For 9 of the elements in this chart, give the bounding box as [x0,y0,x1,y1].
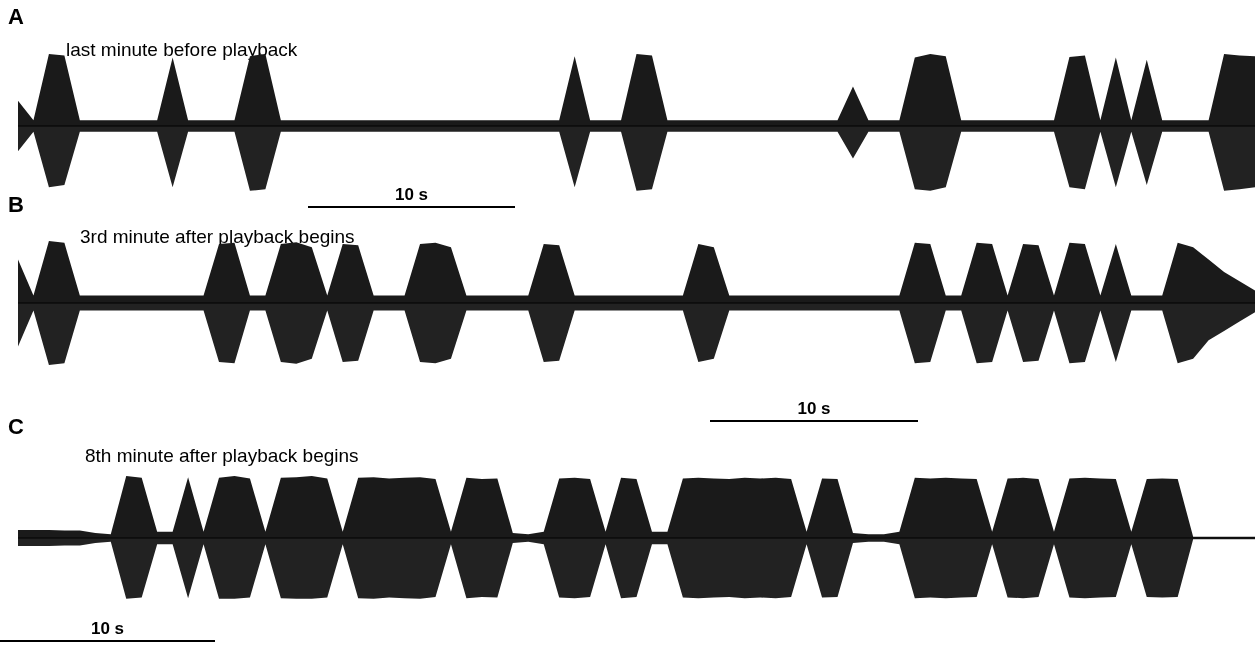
annotation: 10 s [394,185,429,204]
text: C [8,414,24,439]
chart-title: last minute before playback [66,39,298,60]
text: B [8,192,24,217]
chart-title: 3rd minute after playback begins [80,226,355,247]
text: A [8,4,24,29]
text: 10 s [797,399,831,418]
text: 10 s [90,619,125,638]
chart-title: 8th minute after playback begins [85,445,359,466]
